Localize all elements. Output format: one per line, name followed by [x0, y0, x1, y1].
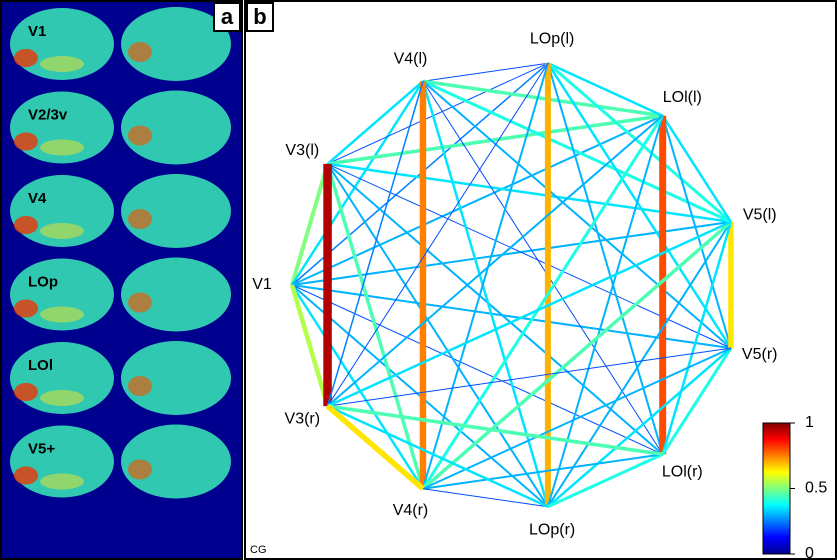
- region-label: V1: [28, 23, 46, 40]
- activation: [40, 140, 84, 156]
- activation: [14, 300, 38, 318]
- activation: [40, 56, 84, 72]
- node-label: LOl(l): [663, 89, 702, 106]
- figure: V1 V2/3v V4 LOp LOl V5+ a b V1 V3(l) V4(l) LOp(l…: [0, 0, 837, 560]
- node-label: V4(r): [393, 502, 429, 519]
- colorbar: [763, 423, 790, 554]
- panel-label: a: [221, 4, 234, 29]
- region-label: V5+: [28, 440, 55, 457]
- node-label: V4(l): [394, 51, 428, 68]
- panel-label: b: [253, 4, 266, 29]
- activation: [14, 133, 38, 151]
- activation: [128, 293, 152, 313]
- activation: [40, 307, 84, 323]
- node-label: V3(r): [285, 410, 321, 427]
- region-label: V2/3v: [28, 106, 68, 123]
- activation: [14, 383, 38, 401]
- node-label: LOp(l): [530, 31, 574, 48]
- corner-text: CG: [250, 544, 267, 556]
- region-label: V4: [28, 190, 47, 207]
- region-label: LOp: [28, 273, 58, 290]
- node-label: V3(l): [285, 142, 319, 159]
- tick-label: 0.5: [805, 480, 827, 497]
- activation: [14, 467, 38, 485]
- activation: [128, 42, 152, 62]
- activation: [14, 49, 38, 67]
- activation: [14, 216, 38, 234]
- activation: [128, 376, 152, 396]
- activation: [128, 460, 152, 480]
- node-label: V5(l): [743, 206, 777, 223]
- page: V1 V2/3v V4 LOp LOl V5+ a b V1 V3(l) V4(l) LOp(l…: [0, 0, 837, 560]
- node-label: V5(r): [742, 346, 778, 363]
- node-label: LOl(r): [662, 464, 703, 481]
- activation: [128, 126, 152, 146]
- activation: [40, 390, 84, 406]
- activation: [40, 474, 84, 490]
- activation: [128, 209, 152, 229]
- node-label: LOp(r): [529, 522, 575, 539]
- tick-label: 0: [805, 545, 814, 560]
- node-label: V1: [252, 276, 272, 293]
- region-label: LOl: [28, 357, 53, 374]
- activation: [40, 223, 84, 239]
- tick-label: 1: [805, 414, 814, 431]
